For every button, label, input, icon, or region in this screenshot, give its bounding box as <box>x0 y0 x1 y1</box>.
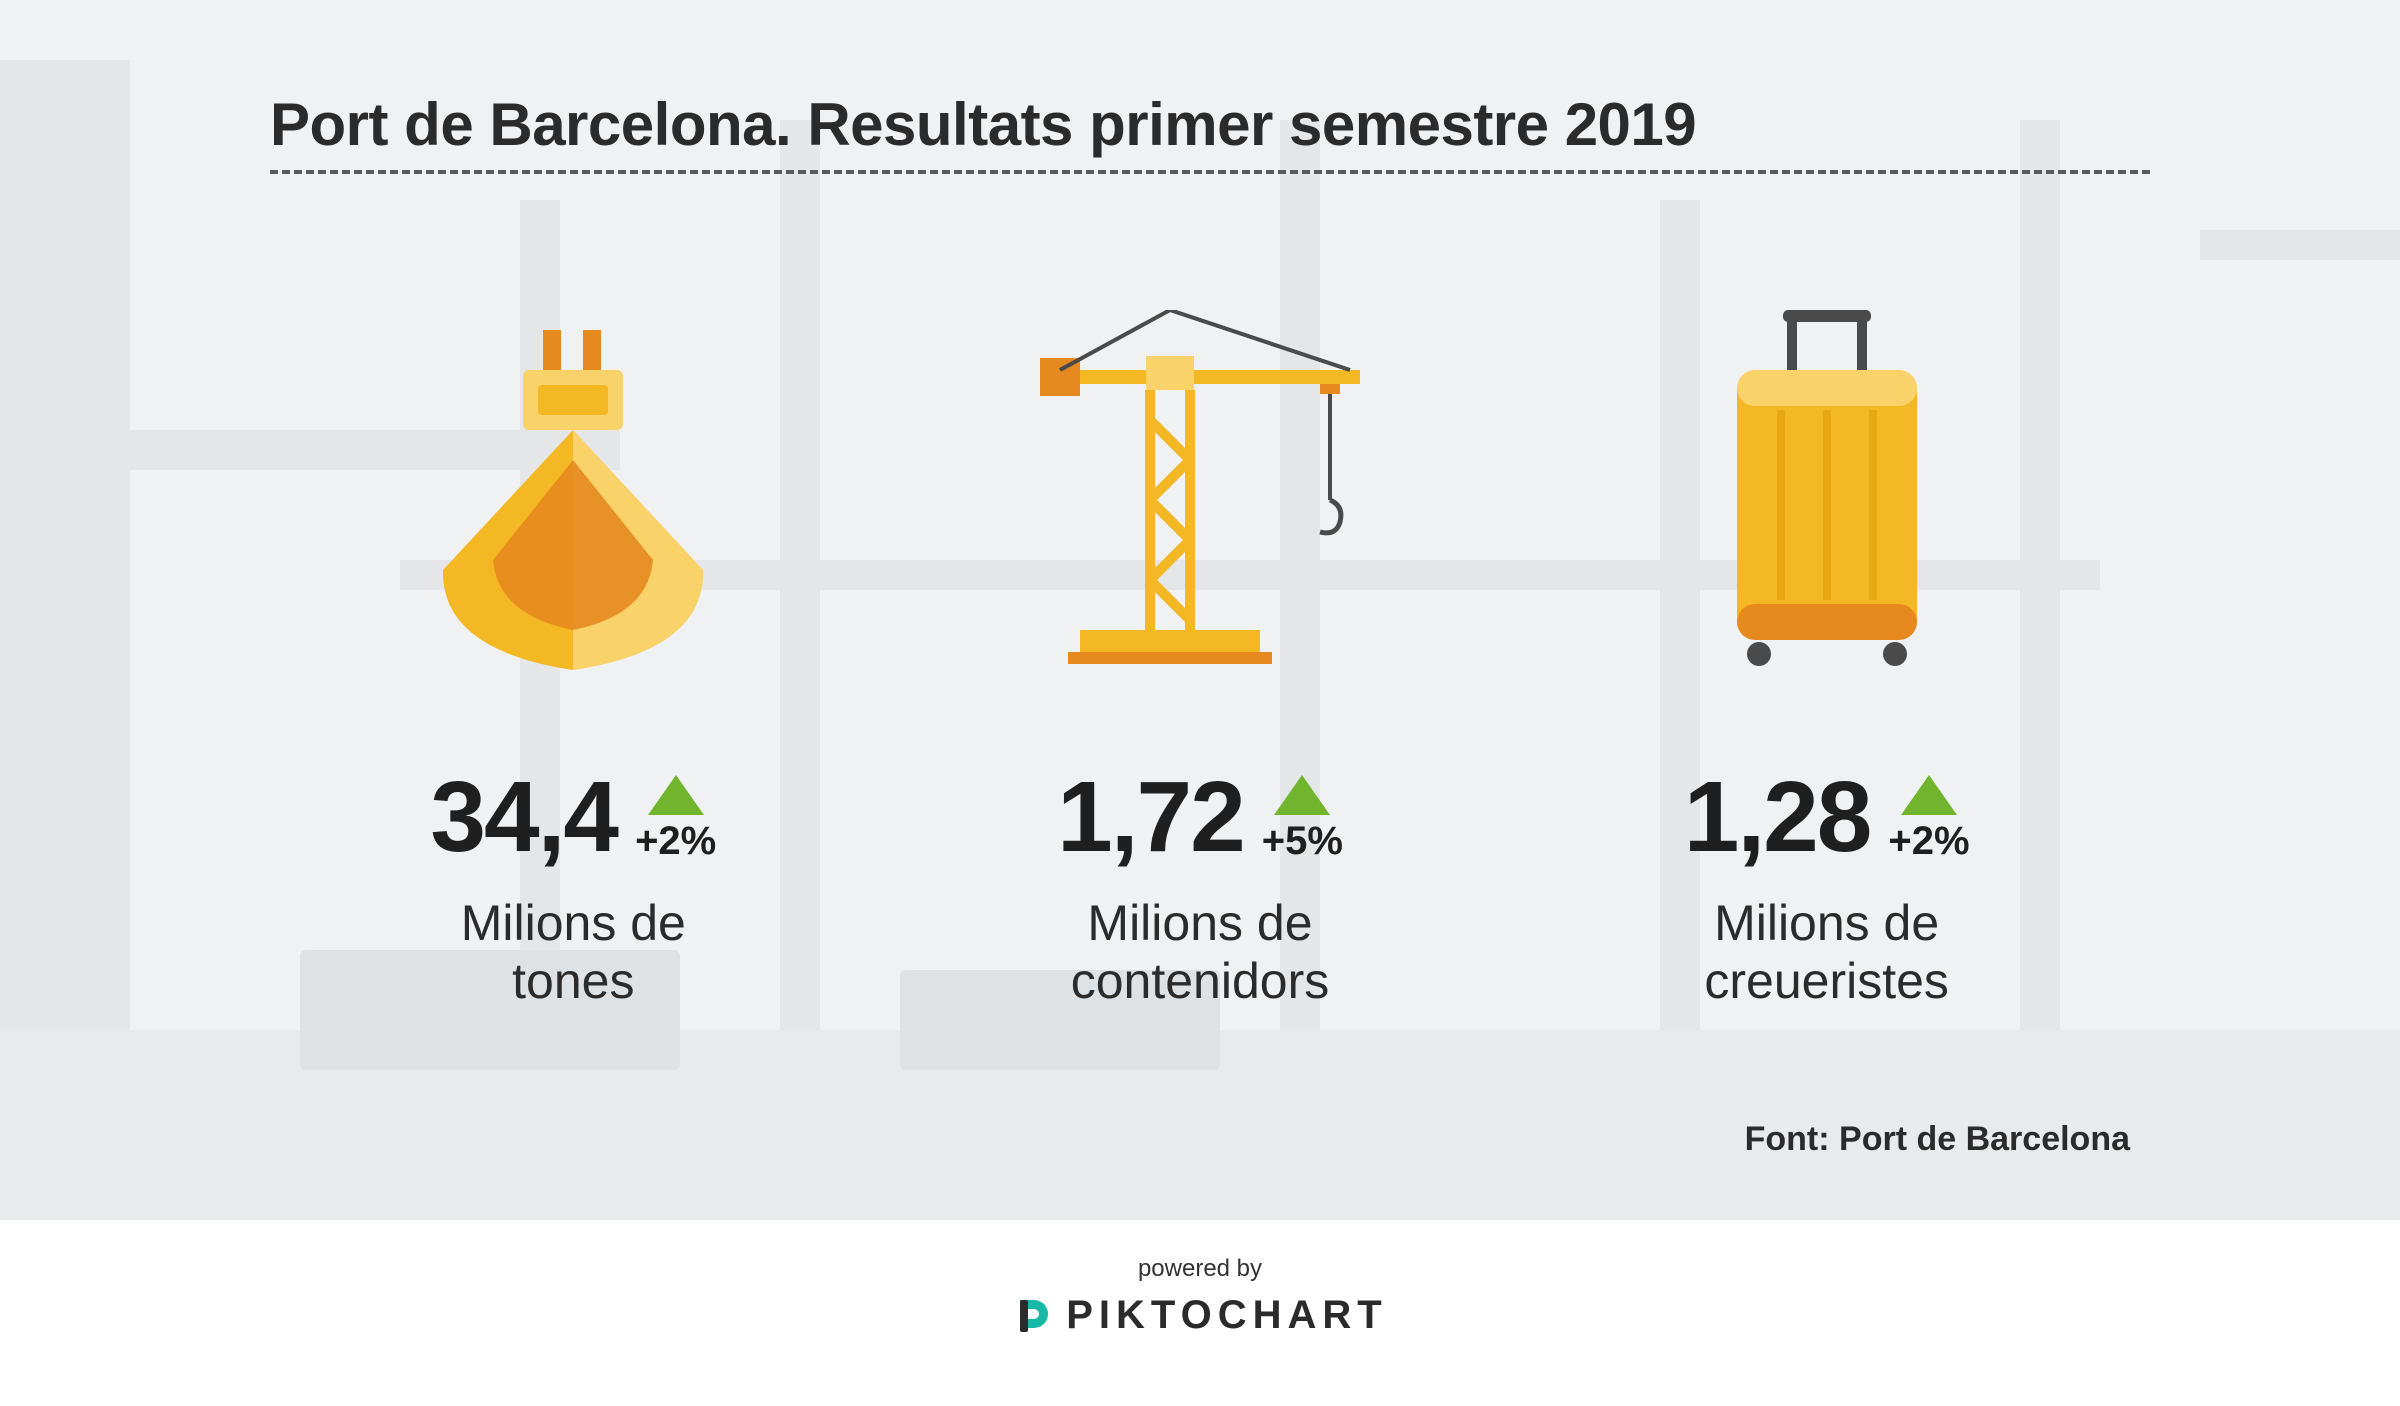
hero-panel: Port de Barcelona. Resultats primer seme… <box>0 0 2400 1220</box>
powered-by-label: powered by <box>0 1255 2400 1283</box>
stat-label-line: Milions de <box>461 895 686 951</box>
stat-contenidors: 1,72 +5% Milions de contenidors <box>940 300 1460 1010</box>
stat-delta-pct: +2% <box>1888 821 1969 861</box>
brand-name: PIKTOCHART <box>1066 1293 1387 1338</box>
piktochart-logo-icon <box>1012 1296 1052 1336</box>
stat-label-line: contenidors <box>1071 953 1330 1009</box>
stat-label-line: Milions de <box>1714 895 1939 951</box>
stats-row: 34,4 +2% Milions de tones <box>0 300 2400 1010</box>
up-arrow-icon <box>1274 775 1330 815</box>
stat-tones: 34,4 +2% Milions de tones <box>313 300 833 1010</box>
stat-label: Milions de creueristes <box>1704 895 1949 1010</box>
page-title: Port de Barcelona. Resultats primer seme… <box>270 90 1696 159</box>
stat-label: Milions de contenidors <box>1071 895 1330 1010</box>
footer: powered by PIKTOCHART <box>0 1255 2400 1341</box>
stat-delta: +5% <box>1262 775 1343 861</box>
stat-value: 1,72 <box>1057 760 1244 875</box>
stat-value: 34,4 <box>430 760 617 875</box>
up-arrow-icon <box>648 775 704 815</box>
infographic-canvas: Port de Barcelona. Resultats primer seme… <box>0 0 2400 1406</box>
title-divider <box>270 170 2150 174</box>
suitcase-icon <box>1707 310 1947 670</box>
up-arrow-icon <box>1901 775 1957 815</box>
stat-delta: +2% <box>1888 775 1969 861</box>
stat-value: 1,28 <box>1684 760 1871 875</box>
brand-badge: PIKTOCHART <box>1012 1293 1387 1338</box>
ship-icon <box>423 330 723 670</box>
stat-label-line: tones <box>512 953 634 1009</box>
stat-delta: +2% <box>635 775 716 861</box>
crane-icon <box>1020 310 1380 670</box>
stat-delta-pct: +2% <box>635 821 716 861</box>
source-caption: Font: Port de Barcelona <box>1745 1120 2130 1159</box>
stat-label-line: creueristes <box>1704 953 1949 1009</box>
stat-creueristes: 1,28 +2% Milions de creueristes <box>1567 300 2087 1010</box>
stat-label-line: Milions de <box>1087 895 1312 951</box>
stat-label: Milions de tones <box>461 895 686 1010</box>
stat-delta-pct: +5% <box>1262 821 1343 861</box>
